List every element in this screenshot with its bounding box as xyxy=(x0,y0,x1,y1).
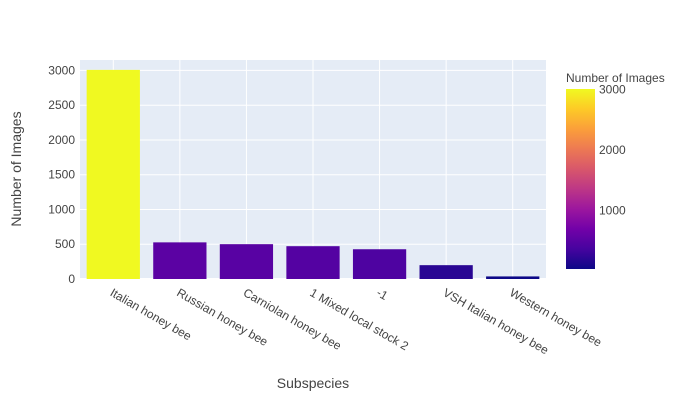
bar[interactable] xyxy=(86,69,140,280)
y-tick-label: 2000 xyxy=(48,133,75,147)
bar[interactable] xyxy=(486,276,540,279)
y-tick-label: 500 xyxy=(55,237,75,251)
x-tick-label: -1 xyxy=(374,285,391,303)
colorbar-tick-label: 3000 xyxy=(599,82,626,96)
y-tick-label: 3000 xyxy=(48,63,75,77)
colorbar-tick-label: 2000 xyxy=(599,143,626,157)
y-axis-ticks: 0 500 1000 1500 2000 2500 3000 xyxy=(48,63,75,286)
y-tick-label: 0 xyxy=(68,272,75,286)
colorbar: Number of Images 1000 2000 3000 xyxy=(566,71,665,269)
bar[interactable] xyxy=(219,244,274,279)
x-axis-title: Subspecies xyxy=(277,375,349,391)
y-tick-label: 1500 xyxy=(48,168,75,182)
y-tick-label: 2500 xyxy=(48,98,75,112)
colorbar-title: Number of Images xyxy=(566,71,665,85)
bars xyxy=(86,69,540,280)
bar[interactable] xyxy=(352,249,407,279)
bar[interactable] xyxy=(419,265,473,279)
y-tick-label: 1000 xyxy=(48,202,75,216)
y-axis-title: Number of Images xyxy=(8,111,24,226)
colorbar-tick-label: 1000 xyxy=(599,204,626,218)
colorbar-gradient xyxy=(566,89,595,269)
bar[interactable] xyxy=(153,242,207,279)
bar[interactable] xyxy=(286,246,340,279)
